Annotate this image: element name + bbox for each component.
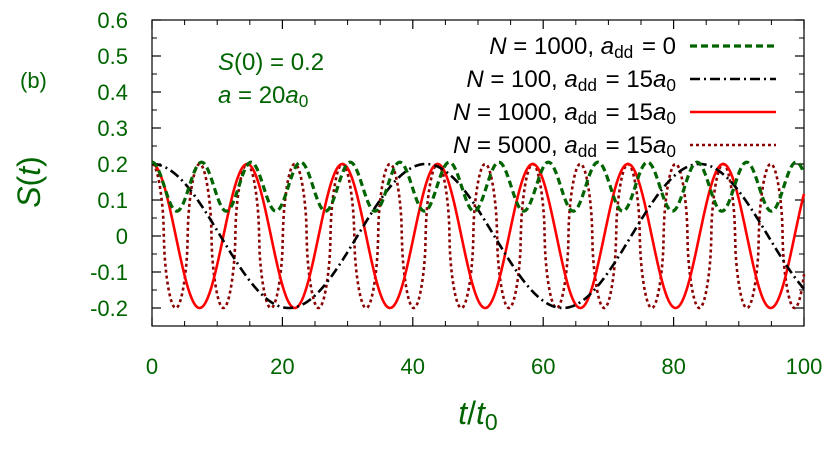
series-line-1 xyxy=(151,160,806,213)
x-axis-label: t/t0 xyxy=(458,395,497,435)
legend-label-4: N = 5000, add = 15a0 xyxy=(453,132,676,161)
series-line-4 xyxy=(151,162,806,310)
x-tick-label: 20 xyxy=(270,354,294,379)
y-tick-label: 0.3 xyxy=(97,116,128,141)
x-tick-label: 0 xyxy=(146,354,158,379)
annotation-initial-value: S(0) = 0.2 xyxy=(218,49,324,76)
series-line-3 xyxy=(151,162,806,310)
legend-label-2: N = 100, add = 15a0 xyxy=(466,66,676,95)
y-tick-label: 0.6 xyxy=(97,8,128,33)
panel-label: (b) xyxy=(20,68,47,93)
y-tick-label: 0.2 xyxy=(97,152,128,177)
y-axis-label: S(t) xyxy=(11,156,47,208)
y-tick-label: 0 xyxy=(116,224,128,249)
legend-label-1: N = 1000, add = 0 xyxy=(489,33,676,62)
legend-label-3: N = 1000, add = 15a0 xyxy=(453,99,676,128)
y-tick-label: 0.4 xyxy=(97,80,128,105)
y-tick-label: -0.1 xyxy=(90,260,128,285)
y-tick-label: -0.2 xyxy=(90,296,128,321)
annotation-scattering-length: a = 20a0 xyxy=(218,82,308,111)
y-tick-label: 0.5 xyxy=(97,44,128,69)
x-tick-label: 60 xyxy=(531,354,555,379)
x-tick-label: 100 xyxy=(786,354,823,379)
y-tick-label: 0.1 xyxy=(97,188,128,213)
x-tick-label: 40 xyxy=(401,354,425,379)
x-tick-label: 80 xyxy=(661,354,685,379)
